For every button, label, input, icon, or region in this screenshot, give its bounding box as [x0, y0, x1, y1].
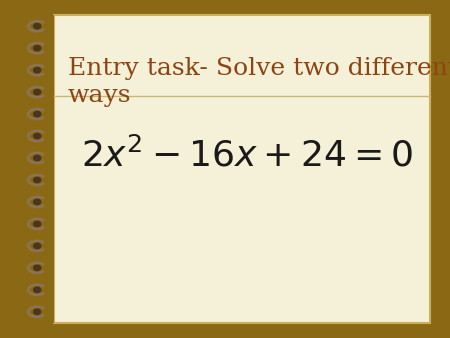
Text: $2x^2 - 16x + 24 = 0$: $2x^2 - 16x + 24 = 0$: [81, 137, 413, 174]
Text: Entry task- Solve two different
ways: Entry task- Solve two different ways: [68, 57, 450, 107]
